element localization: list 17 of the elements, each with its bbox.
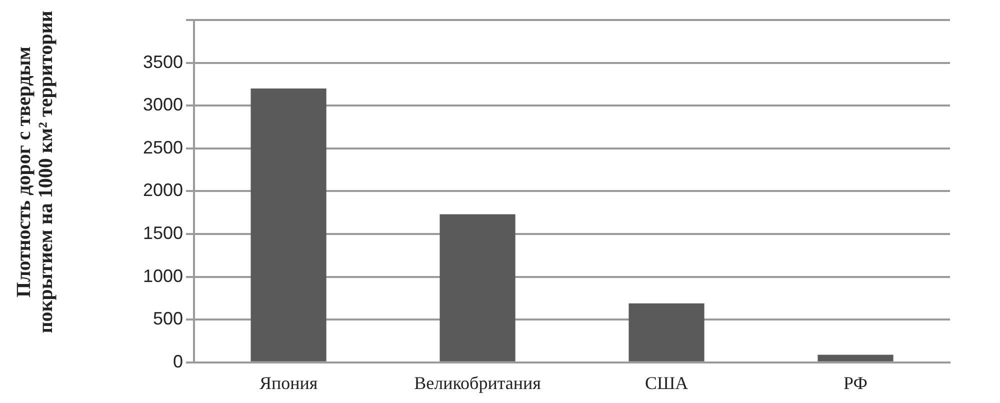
- y-axis-title: Плотность дорог с твердым покрытием на 1000 км² территории: [13, 10, 57, 336]
- y-tick-label: 2000: [142, 180, 184, 200]
- y-tick-label: 1000: [142, 266, 184, 286]
- x-tick-label: США: [644, 372, 688, 393]
- y-tick-label: 3500: [142, 52, 184, 72]
- bar: [818, 354, 894, 362]
- x-tick-label: Великобритания: [414, 372, 541, 393]
- y-tick-label: 2500: [142, 137, 184, 158]
- x-tick-label: Япония: [259, 372, 318, 393]
- bar: [628, 303, 704, 362]
- y-tick-label: 3000: [142, 94, 184, 115]
- y-tick-label: 1500: [142, 222, 184, 243]
- y-tick-label: 500: [152, 308, 184, 329]
- x-tick-label: РФ: [844, 372, 868, 393]
- bar: [250, 88, 326, 362]
- y-tick-label: 0: [173, 351, 184, 372]
- bar: [440, 214, 516, 362]
